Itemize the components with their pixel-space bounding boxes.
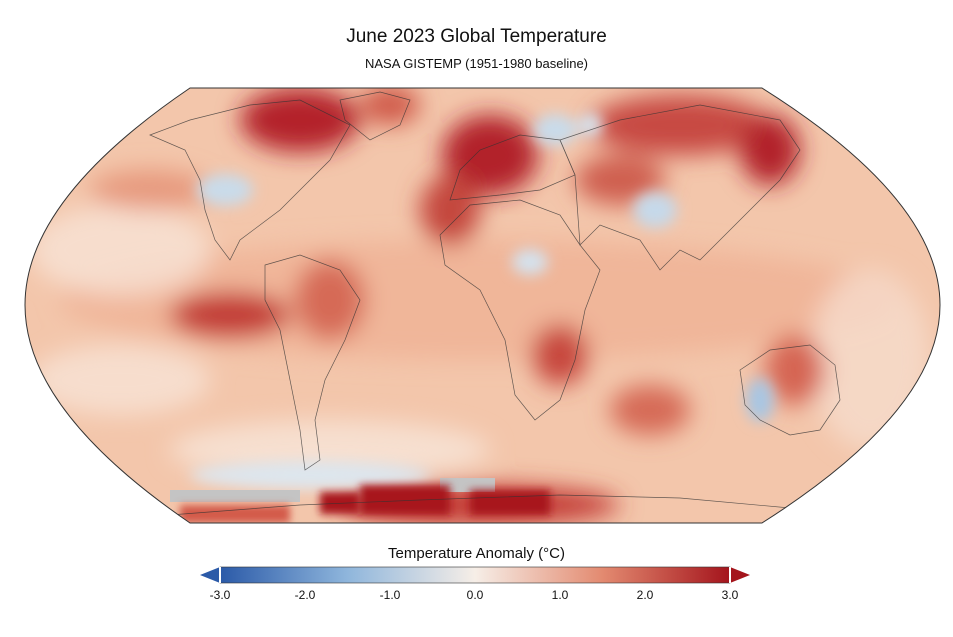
- map-subtitle: NASA GISTEMP (1951-1980 baseline): [364, 56, 589, 71]
- colorbar-tick-label: -1.0: [379, 588, 401, 602]
- colorbar-tick-label: 1.0: [551, 588, 569, 602]
- map-title: June 2023 Global Temperature: [346, 26, 607, 47]
- temperature-anomaly-map: [24, 87, 941, 524]
- antarctic-patches: [170, 478, 550, 523]
- colorbar-ticks: [219, 567, 731, 583]
- anomaly-field: [25, 88, 940, 523]
- colorbar-min-arrow: [200, 567, 220, 583]
- colorbar-tick-label: 2.0: [636, 588, 654, 602]
- colorbar-gradient: [219, 566, 731, 584]
- coastlines: [149, 91, 841, 516]
- map-outline: [24, 87, 941, 524]
- colorbar-max-arrow: [730, 567, 750, 583]
- colorbar-tick-label: -2.0: [294, 588, 316, 602]
- colorbar-tick-label: 3.0: [721, 588, 739, 602]
- colorbar-tick-label: -3.0: [209, 588, 231, 602]
- colorbar-title: Temperature Anomaly (°C): [388, 545, 565, 562]
- colorbar-tick-label: 0.0: [466, 588, 484, 602]
